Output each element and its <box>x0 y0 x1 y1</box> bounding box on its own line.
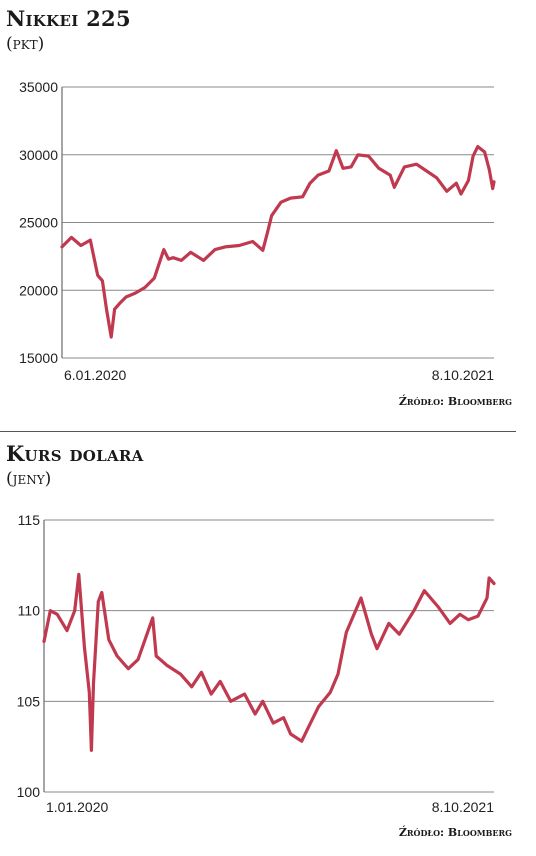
usd-jpy-chart: 100 105 110 115 1.01.2020 8.10.2021 <box>17 512 496 815</box>
y-tick-label: 100 <box>17 784 41 800</box>
y-tick-label: 15000 <box>19 350 58 366</box>
source-note-nikkei: Źródło: Bloomberg <box>398 395 512 408</box>
series-line <box>42 572 496 752</box>
y-tick-label: 30000 <box>19 147 58 163</box>
series-line <box>60 144 496 339</box>
y-tick-label: 115 <box>18 512 41 528</box>
y-tick-label: 20000 <box>19 282 58 298</box>
y-tick-label: 35000 <box>19 79 58 95</box>
chart-title-nikkei: Nikkei 225 <box>6 6 131 31</box>
nikkei-chart: 15000 20000 25000 30000 35000 6.01.2020 8.10.2… <box>19 79 496 383</box>
chart-unit-nikkei: (pkt) <box>6 34 45 54</box>
x-tick-label-start: 6.01.2020 <box>64 367 126 383</box>
chart-unit-usd-jpy: (jeny) <box>6 469 52 489</box>
x-tick-label-end: 8.10.2021 <box>432 799 494 815</box>
section-divider <box>0 431 516 432</box>
y-tick-label: 105 <box>17 693 41 709</box>
x-tick-label-start: 1.01.2020 <box>46 799 108 815</box>
x-tick-label-end: 8.10.2021 <box>432 367 494 383</box>
y-tick-label: 110 <box>18 603 41 619</box>
chart-title-usd-jpy: Kurs dolara <box>6 441 144 466</box>
source-note-usd-jpy: Źródło: Bloomberg <box>398 826 512 839</box>
y-tick-label: 25000 <box>19 215 58 231</box>
